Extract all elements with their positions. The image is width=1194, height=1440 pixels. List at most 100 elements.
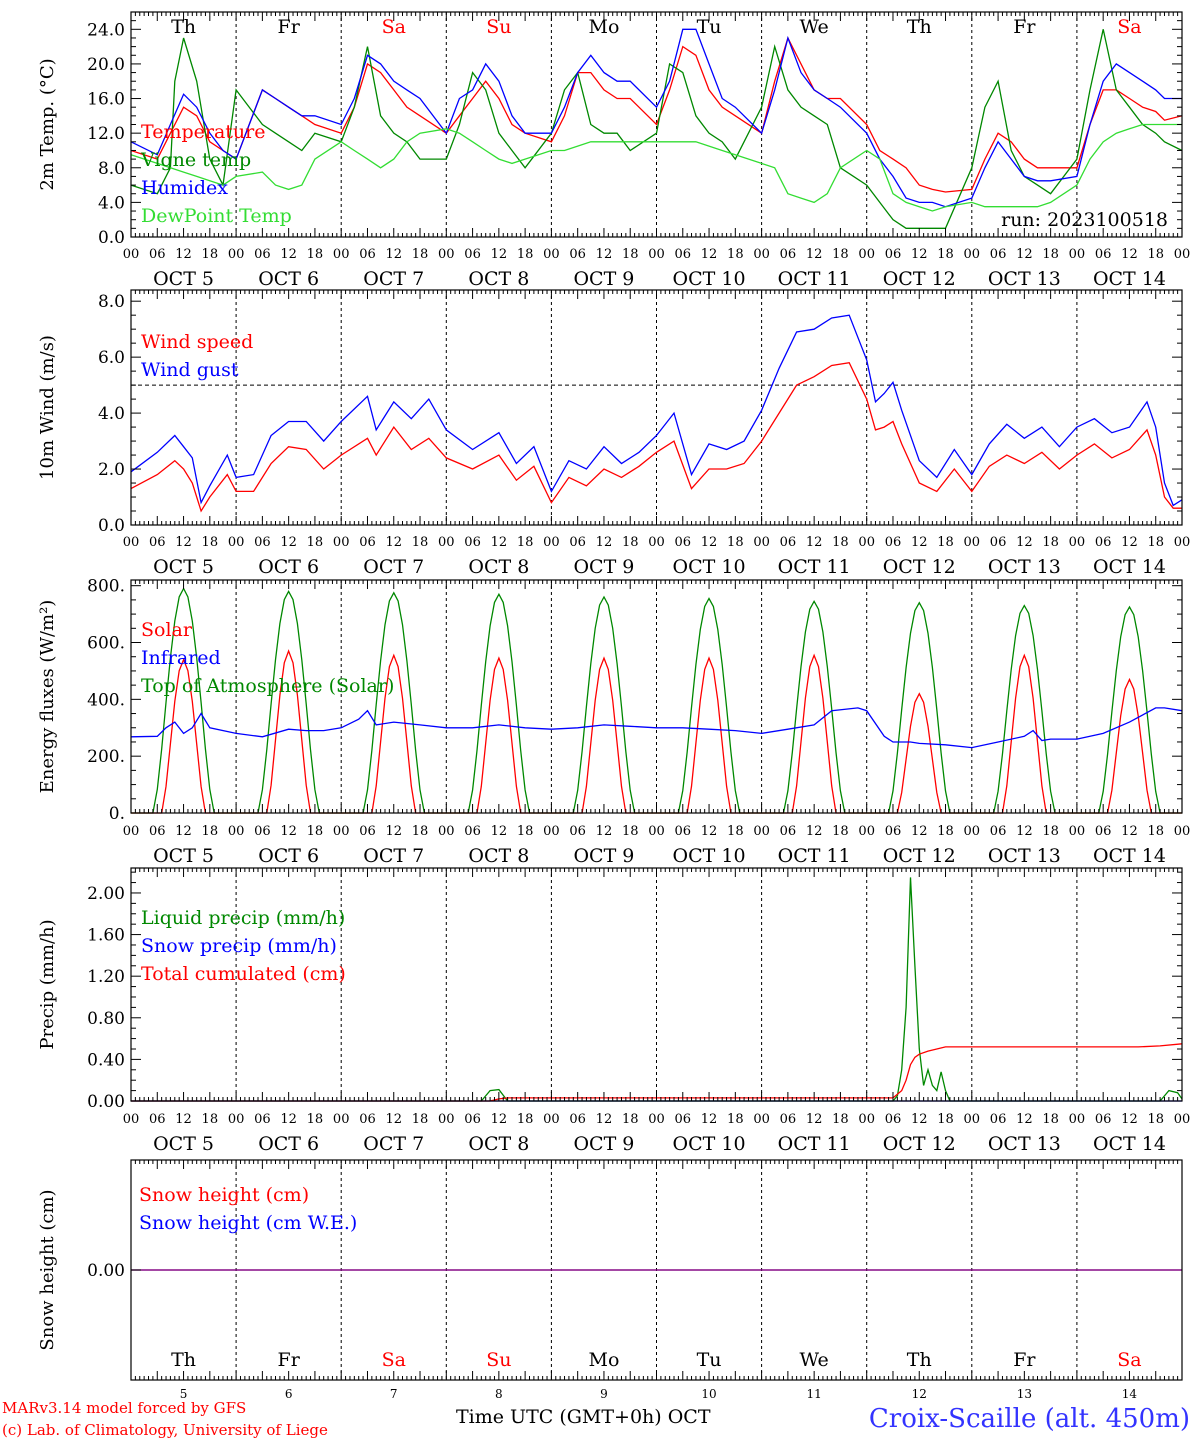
wind-y-tick-label: 8.0: [98, 292, 125, 312]
precip-hour-tick-label: 00: [123, 1112, 140, 1127]
flux-hour-tick-label: 00: [858, 824, 875, 839]
snow-day-number: 14: [1122, 1387, 1138, 1401]
flux-hour-tick-label: 18: [622, 824, 639, 839]
temp-hour-tick-label: 18: [1147, 247, 1164, 262]
wind-hour-tick-label: 12: [911, 535, 928, 550]
snow-weekday-label: Tu: [697, 1349, 722, 1371]
snow-weekday-label: Th: [171, 1349, 196, 1371]
footer-copyright-line: (c) Lab. of Climatology, University of L…: [2, 1421, 328, 1439]
temp-legend-item: Temperature: [141, 121, 265, 143]
footer-model-line: MARv3.14 model forced by GFS: [2, 1399, 246, 1417]
precip-hour-tick-label: 06: [1095, 1112, 1112, 1127]
temp-hour-tick-label: 12: [596, 247, 613, 262]
flux-legend-item: Solar: [141, 619, 193, 641]
wind-date-label: OCT 9: [573, 556, 634, 578]
temp-y-tick-label: 20.0: [87, 55, 125, 75]
temp-series-vigne-temp: [130, 29, 1183, 229]
precip-hour-tick-label: 18: [412, 1112, 429, 1127]
precip-hour-tick-label: 00: [964, 1112, 981, 1127]
temp-y-tick-label: 8.0: [98, 159, 125, 179]
temp-hour-tick-label: 18: [517, 247, 534, 262]
temp-hour-tick-label: 12: [1016, 247, 1033, 262]
temp-hour-tick-label: 06: [780, 247, 797, 262]
flux-hour-tick-label: 00: [648, 824, 665, 839]
wind-date-label: OCT 10: [673, 556, 746, 578]
snow-legend-item: Snow height (cm W.E.): [139, 1212, 357, 1234]
precip-hour-tick-label: 00: [438, 1112, 455, 1127]
precip-hour-tick-label: 06: [464, 1112, 481, 1127]
wind-hour-tick-label: 12: [1121, 535, 1138, 550]
flux-legend-item: Infrared: [141, 647, 221, 669]
precip-date-label: OCT 9: [573, 1133, 634, 1155]
precip-date-label: OCT 12: [883, 1133, 956, 1155]
flux-hour-tick-label: 00: [543, 824, 560, 839]
precip-hour-tick-label: 12: [1121, 1112, 1138, 1127]
snow-day-number: 13: [1017, 1387, 1032, 1401]
temp-hour-tick-label: 00: [1174, 247, 1191, 262]
temp-weekday-label: Su: [486, 16, 511, 38]
precip-hour-tick-label: 06: [990, 1112, 1007, 1127]
snow-day-number: 12: [912, 1387, 927, 1401]
temp-date-label: OCT 7: [363, 268, 424, 290]
wind-hour-tick-label: 18: [202, 535, 219, 550]
temp-hour-tick-label: 00: [964, 247, 981, 262]
temp-hour-tick-label: 18: [832, 247, 849, 262]
snow-day-number: 6: [285, 1387, 293, 1401]
temp-hour-tick-label: 18: [307, 247, 324, 262]
precip-hour-tick-label: 06: [675, 1112, 692, 1127]
temp-hour-tick-label: 00: [228, 247, 245, 262]
flux-y-tick-label: 800.: [87, 577, 125, 597]
temp-hour-tick-label: 06: [569, 247, 586, 262]
flux-hour-tick-label: 12: [175, 824, 192, 839]
temp-hour-tick-label: 12: [806, 247, 823, 262]
snow-weekday-label: Fr: [1013, 1349, 1036, 1371]
temp-weekday-label: Sa: [382, 16, 406, 38]
snow-weekday-label: Sa: [382, 1349, 406, 1371]
wind-hour-tick-label: 00: [753, 535, 770, 550]
wind-hour-tick-label: 06: [359, 535, 376, 550]
temp-date-label: OCT 6: [258, 268, 319, 290]
xaxis-label: Time UTC (GMT+0h) OCT: [456, 1406, 711, 1428]
wind-hour-tick-label: 06: [780, 535, 797, 550]
wind-hour-tick-label: 12: [596, 535, 613, 550]
flux-y-tick-label: 0.: [109, 804, 125, 824]
precip-hour-tick-label: 18: [937, 1112, 954, 1127]
snow-day-number: 11: [807, 1387, 822, 1401]
precip-series-total-cumulated-cm: [131, 1043, 1183, 1102]
temp-weekday-label: Fr: [278, 16, 301, 38]
precip-hour-tick-label: 06: [149, 1112, 166, 1127]
temp-hour-tick-label: 00: [858, 247, 875, 262]
precip-y-tick-label: 0.00: [87, 1092, 125, 1112]
snow-panel: 0.00 Snow height (cm) Snow height (cm) Snow…: [37, 1159, 1183, 1401]
flux-y-tick-label: 200.: [87, 747, 125, 767]
precip-hour-tick-label: 18: [832, 1112, 849, 1127]
flux-date-label: OCT 6: [258, 845, 319, 867]
temp-weekday-label: Tu: [697, 16, 722, 38]
precip-y-tick-label: 0.80: [87, 1009, 125, 1029]
wind-hour-tick-label: 06: [254, 535, 271, 550]
precip-hour-tick-label: 18: [307, 1112, 324, 1127]
flux-hour-tick-label: 06: [569, 824, 586, 839]
flux-hour-tick-label: 06: [359, 824, 376, 839]
precip-legend-item: Liquid precip (mm/h): [141, 907, 345, 929]
flux-hour-tick-label: 12: [385, 824, 402, 839]
wind-series-wind-gust: [130, 314, 1183, 507]
temp-series-humidex: [130, 28, 1182, 208]
snow-y-axis-label: Snow height (cm): [37, 1189, 58, 1350]
wind-series-wind-speed: [130, 361, 1182, 513]
precip-hour-tick-label: 00: [858, 1112, 875, 1127]
flux-hour-tick-label: 12: [806, 824, 823, 839]
flux-date-label: OCT 5: [153, 845, 214, 867]
temp-hour-tick-label: 12: [491, 247, 508, 262]
precip-legend-item: Snow precip (mm/h): [141, 935, 337, 957]
wind-y-tick-label: 0.0: [98, 516, 125, 536]
flux-hour-tick-label: 00: [123, 824, 140, 839]
flux-y-tick-label: 400.: [87, 690, 125, 710]
snow-y-tick-label: 0.00: [87, 1261, 125, 1281]
temp-weekday-label: Fr: [1013, 16, 1036, 38]
wind-hour-tick-label: 00: [964, 535, 981, 550]
flux-date-label: OCT 10: [673, 845, 746, 867]
precip-hour-tick-label: 12: [280, 1112, 297, 1127]
precip-date-label: OCT 11: [778, 1133, 851, 1155]
temp-hour-tick-label: 12: [1121, 247, 1138, 262]
